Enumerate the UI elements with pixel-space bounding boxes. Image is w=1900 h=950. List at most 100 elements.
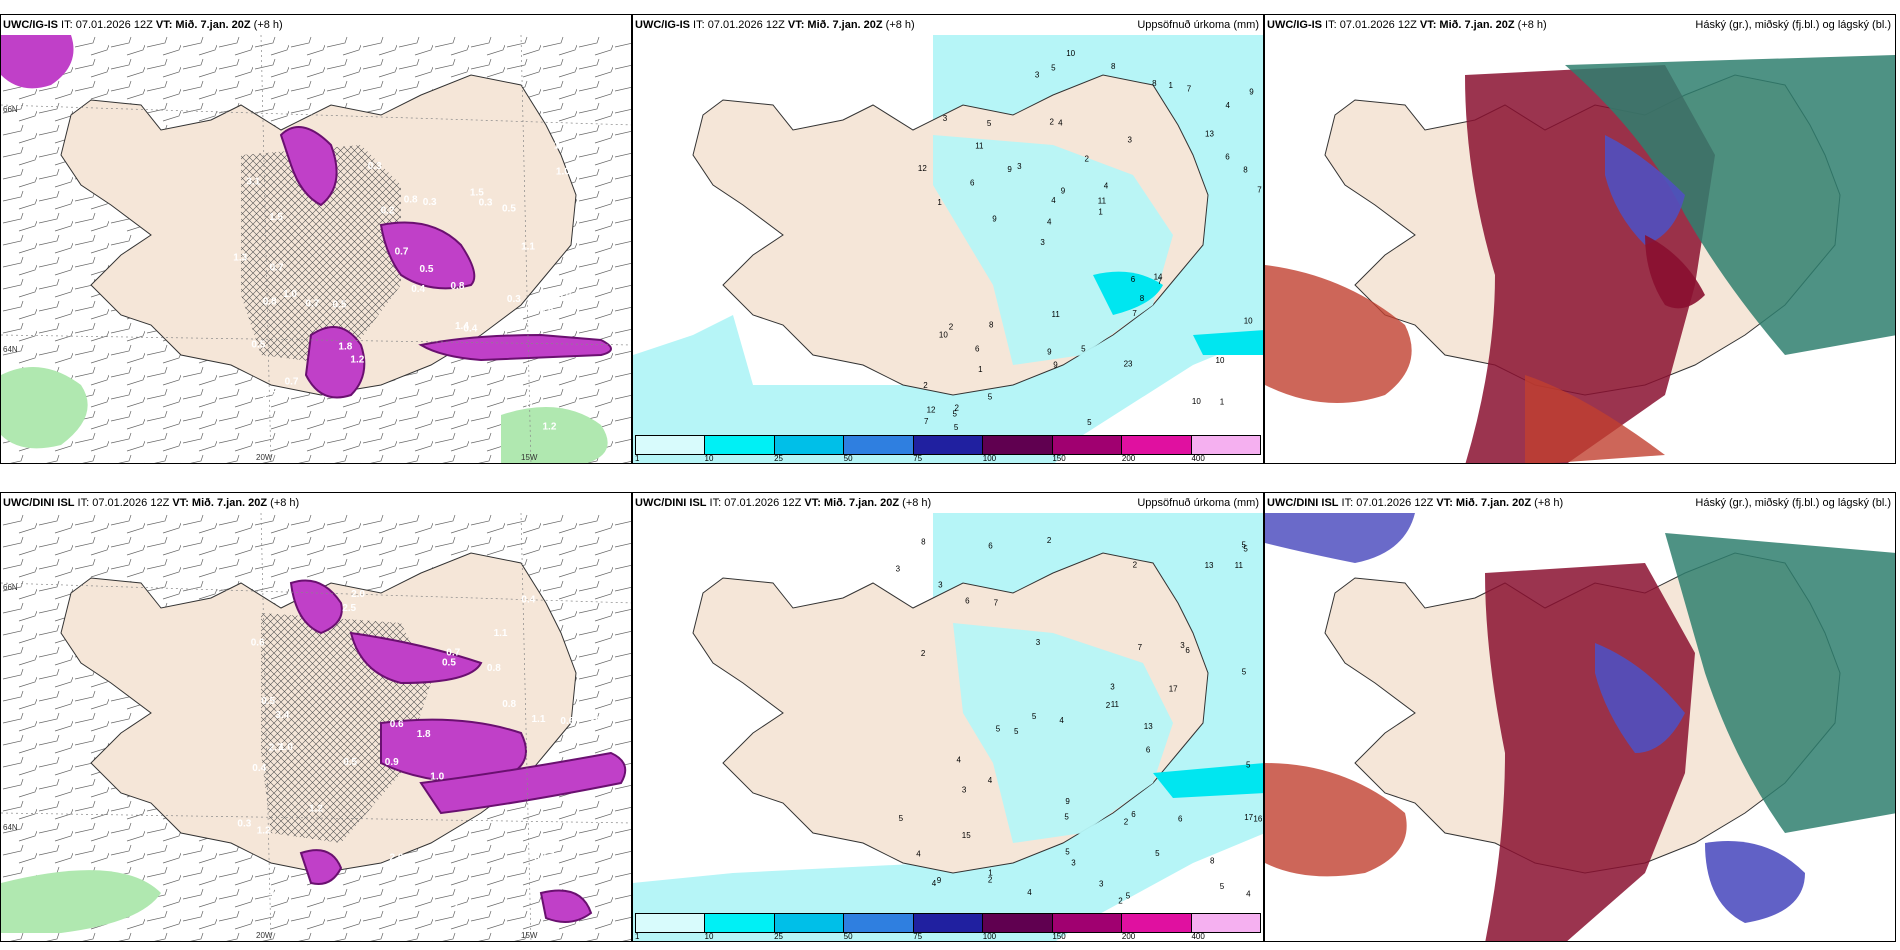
precip-value: 0.8 [502,699,516,710]
precip-value: 0.7 [541,851,555,862]
precip-value: 4 [1246,890,1251,899]
accumulated-precip-panel[interactable]: UWC/DINI ISL IT: 07.01.2026 12Z VT: Mið.… [632,492,1264,942]
precip-value: 0.3 [567,276,581,287]
precip-value: 0.7 [395,246,409,257]
map-area[interactable]: 1.2 1.0 1.4 3.1 1.0 1.5 0.7 0.5 0.5 0.8 0.3 0.7 1.2 0… [1,34,631,463]
precip-value: 2 [1118,897,1123,906]
precip-value: 2 [923,381,928,390]
precip-value: 4 [932,879,937,888]
precip-value: 1 [988,868,993,877]
precip-value: 3 [896,565,901,574]
legend-label: 200 [1121,454,1136,463]
legend-label: 1 [635,454,640,463]
precip-value: 0.5 [442,657,456,668]
precip-cyan-area [1153,763,1263,798]
precip-value: 0.8 [487,663,501,674]
legend-label: 1 [635,932,640,941]
map-area[interactable]: 2.0 1.1 0.9 0.9 1.0 1.0 0.6 0.8 0.4 0.5 1.8 3.2 2.5 0… [1,512,631,941]
precip-value: 3 [943,114,948,123]
precip-value: 0.5 [251,339,265,350]
precip-value: 13 [1205,561,1214,570]
precip-legend [635,913,1261,933]
accumulated-precip-panel[interactable]: UWC/IG-IS IT: 07.01.2026 12Z VT: Mið. 7.… [632,14,1264,464]
precip-value: 1.5 [470,188,484,199]
precip-value: 3 [938,581,943,590]
map-area[interactable]: 4 2 1 5 6 3 5 5 2 3 13 3 5 5 2 2 2 2 5 3 2 5 3 4 6 4 5 3 8 6 4 5 9 11 15 13… [633,513,1263,941]
precip-value: 0.6 [390,719,404,730]
precip-value: 6 [1131,810,1136,819]
low-cloud-area [1645,235,1705,309]
precip-value: 6 [965,597,970,606]
precip-value: 1.0 [283,289,297,300]
precip-value: 17 [1169,684,1178,693]
precip-value: 11 [1098,197,1107,206]
precip-value: 9 [1053,361,1058,370]
precip-value: 5 [1064,812,1069,821]
precip-value: 5 [953,409,958,418]
map-area[interactable] [1265,35,1895,463]
legend-label: 400 [1191,454,1205,463]
legend-swatch [636,436,706,454]
precip-value: 4 [1058,119,1063,128]
precip-light-area [953,623,1173,843]
precip-value: 3 [1036,638,1041,647]
forecast-row-ig-is: UWC/IG-IS IT: 07.01.2026 12Z VT: Mið. 7.… [0,14,1900,464]
precip-value: 1.0 [430,772,444,783]
precip-value: 10 [939,330,948,339]
precip-value: 2 [1133,560,1138,569]
accum-precip-svg: 4215635523133552222532534645386459111513… [633,513,1263,941]
precip-value: 5 [1014,727,1019,736]
precip-value: 5 [1242,667,1247,676]
panel-title: UWC/IG-IS IT: 07.01.2026 12Z VT: Mið. 7.… [633,15,1263,35]
precip-cell [418,333,612,362]
precip-value: 2 [921,649,926,658]
legend-label: 150 [1052,932,1066,941]
precip-value: 1 [1169,81,1174,90]
precip-value-labels: 1143322223214473576649458810101459675811… [918,49,1262,432]
legend-swatch [983,914,1053,932]
precip-green-area [1,367,88,449]
lon-label: 20W [256,453,273,462]
precip-cell [1,35,74,89]
precip-value: 0.8 [404,195,418,206]
precip-value: 1.0 [554,140,568,151]
precip-type-map-panel[interactable]: UWC/DINI ISL IT: 07.01.2026 12Z VT: Mið.… [0,492,632,942]
precip-value: 0.5 [534,855,548,866]
precip-value: 1.8 [338,342,352,353]
precip-value: 5 [899,814,904,823]
precip-value: 0.3 [368,161,382,172]
precip-value: 3 [1071,858,1076,867]
cloud-cover-panel[interactable]: UWC/IG-IS IT: 07.01.2026 12Z VT: Mið. 7.… [1264,14,1896,464]
precip-value: 1.1 [494,628,508,639]
cloud-cover-panel[interactable]: UWC/DINI ISL IT: 07.01.2026 12Z VT: Mið.… [1264,492,1896,942]
panel-title: UWC/DINI ISL IT: 07.01.2026 12Z VT: Mið.… [633,493,1263,513]
panel-title: UWC/DINI ISL IT: 07.01.2026 12Z VT: Mið.… [1,493,631,513]
legend-swatch [774,436,845,454]
precip-value: 1 [1098,207,1103,216]
precip-type-map-panel[interactable]: UWC/IG-IS IT: 07.01.2026 12Z VT: Mið. 7.… [0,14,632,464]
precip-value-labels: 4215635523133552222532534645386459111513… [896,536,1263,905]
precip-value: 4 [1226,101,1231,110]
precip-value: 5 [1081,345,1086,354]
precip-value: 5 [996,725,1001,734]
legend-label: 50 [843,454,853,463]
precip-green-area [1,870,161,933]
precip-value: 7 [1158,277,1163,286]
precip-value: 8 [1243,166,1248,175]
legend-swatch [983,436,1053,454]
precip-value: 1.0 [279,742,293,753]
precip-value: 1.8 [417,729,431,740]
legend-swatch [774,914,845,932]
precip-value: 0.2 [595,716,609,727]
map-area[interactable] [1265,513,1895,941]
legend-swatch [705,436,775,454]
precip-value: 15 [962,831,971,840]
precip-value: 12 [918,164,927,173]
low-cloud-area [1465,65,1715,463]
precip-value: 4 [1104,182,1109,191]
precip-value-labels: 1.2 1.0 1.4 3.1 1.0 1.5 0.7 0.5 0.5 0.8 0.3 0.7 1.2 0… [233,140,614,432]
map-area[interactable]: 1 1 4 3 3 2 2 2 2 3 2 1 4 4 7 3 5 7 6 6 4 9 4 5 8 8 10 10 14 5 9 6 7 5 8 11… [633,35,1263,463]
precip-value: 1 [978,365,983,374]
precip-value: 0.5 [261,696,275,707]
precip-value: 3.1 [246,176,260,187]
